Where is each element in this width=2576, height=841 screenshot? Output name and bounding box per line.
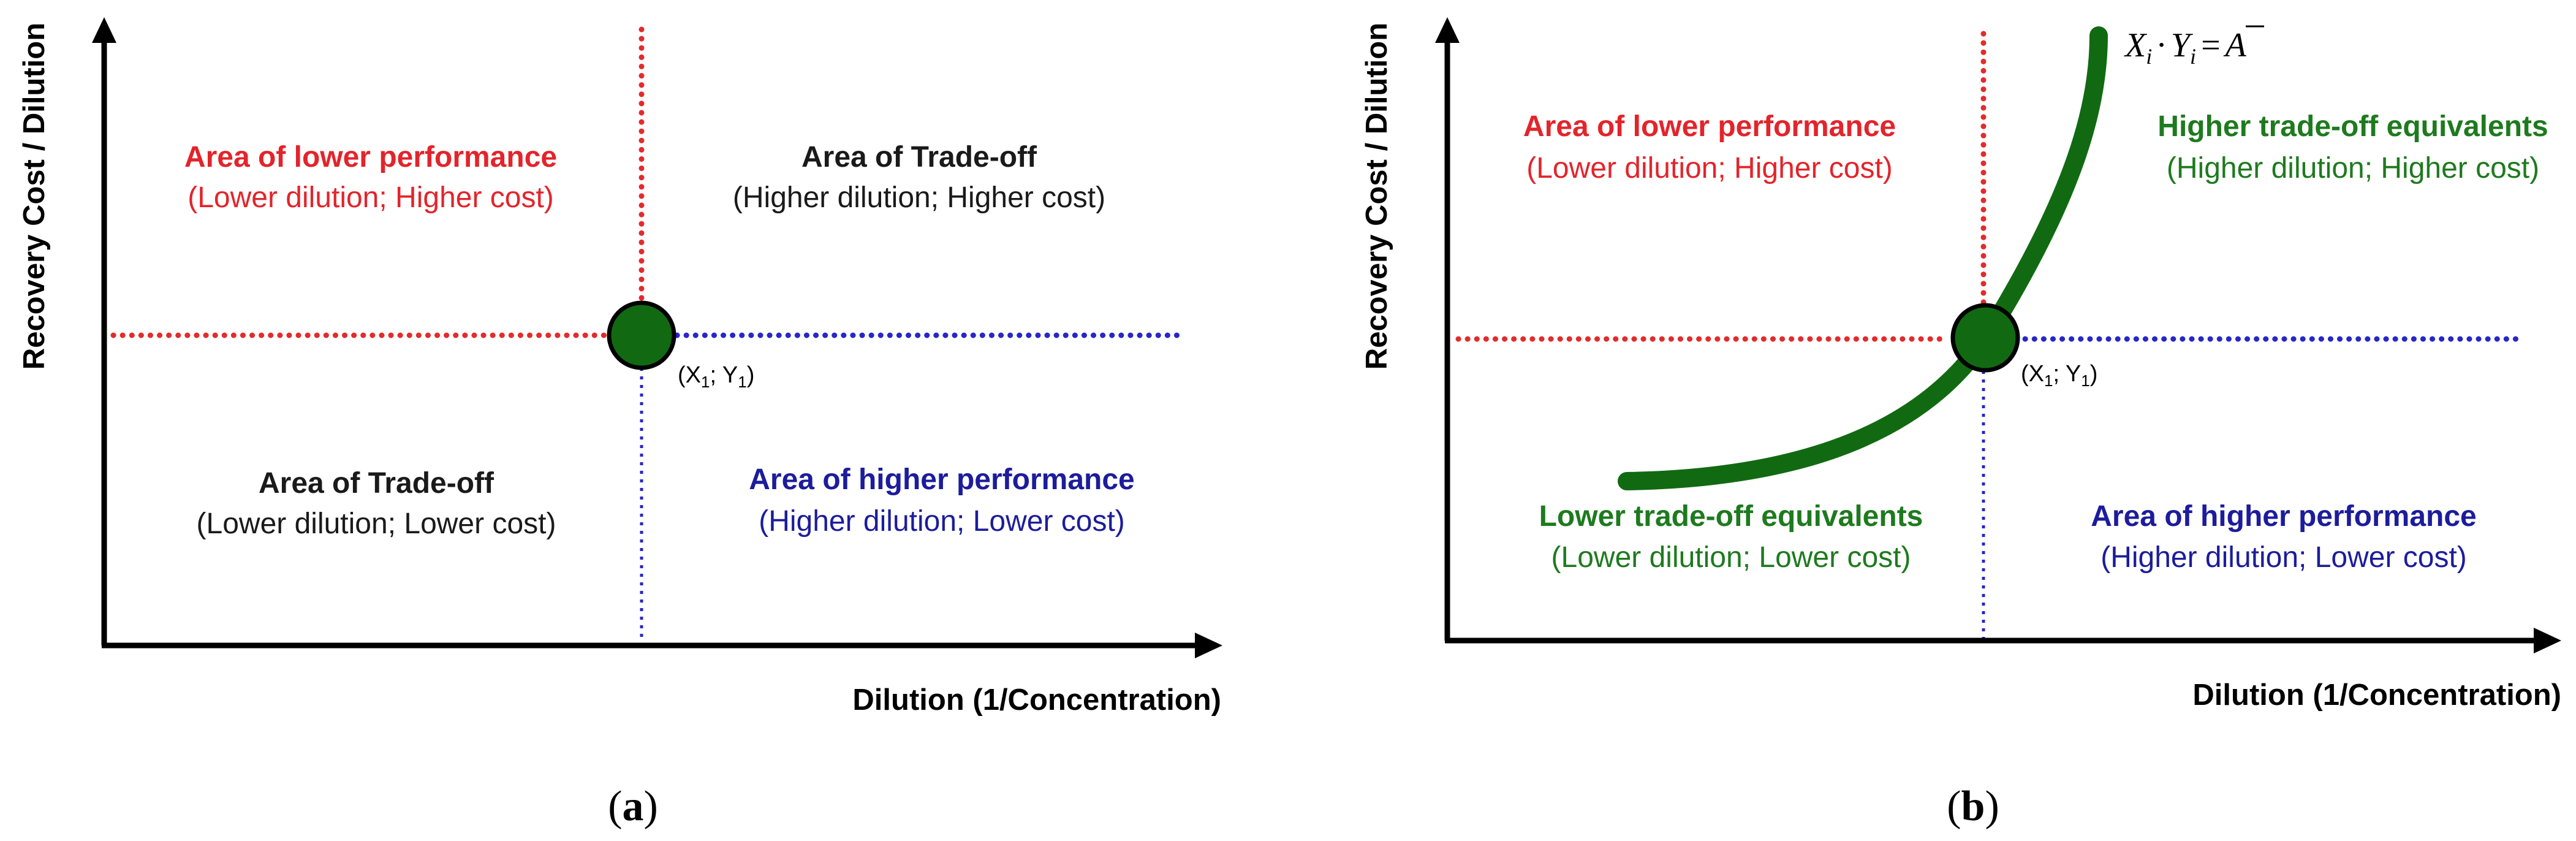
- panel-a: Recovery Cost / Dilution Dilution (1/Con…: [18, 17, 1222, 830]
- y-axis-label: Recovery Cost / Dilution: [1360, 23, 1393, 370]
- tradeoff-equivalents-curve: [1618, 26, 2108, 490]
- x-axis-label: Dilution (1/Concentration): [2192, 679, 2561, 712]
- panel-b-caption: (b): [1947, 783, 1999, 830]
- reference-point-marker: [1950, 303, 2020, 373]
- tradeoff-high-title: Area of Trade-off: [801, 141, 1037, 173]
- panel-a-caption: (a): [608, 783, 658, 830]
- tradeoff-low-title: Area of Trade-off: [259, 467, 494, 500]
- y-axis-arrowhead: [92, 17, 116, 43]
- x-axis-arrowhead: [2534, 628, 2561, 653]
- panel-b: Xi · Yi = A Recovery Cost / Dilution Dilutio…: [1360, 17, 2561, 830]
- tradeoff-high-subtitle: (Higher dilution; Higher cost): [733, 181, 1105, 214]
- y-axis-label: Recovery Cost / Dilution: [18, 23, 51, 370]
- higher-tradeoff-equivalents-title: Higher trade-off equivalents: [2157, 110, 2548, 143]
- tradeoff-low-subtitle: (Lower dilution; Lower cost): [197, 508, 556, 540]
- higher-performance-subtitle: (Higher dilution; Lower cost): [759, 505, 1125, 538]
- reference-point-marker: [607, 300, 676, 370]
- lower-performance-subtitle: (Lower dilution; Higher cost): [188, 181, 554, 214]
- x-axis-label: Dilution (1/Concentration): [852, 683, 1221, 717]
- x-axis-arrowhead: [1195, 633, 1222, 658]
- y-axis-arrowhead: [1435, 17, 1460, 43]
- reference-point-label: (X1; Y1): [2021, 361, 2097, 390]
- lower-performance-title: Area of lower performance: [184, 141, 557, 173]
- iso-curve-equation: Xi · Yi = A: [2124, 26, 2247, 69]
- higher-tradeoff-equivalents-subtitle: (Higher dilution; Higher cost): [2167, 152, 2539, 185]
- higher-performance-title: Area of higher performance: [749, 463, 1134, 496]
- reference-point-label: (X1; Y1): [678, 362, 754, 391]
- higher-performance-title: Area of higher performance: [2091, 500, 2476, 533]
- lower-tradeoff-equivalents-title: Lower trade-off equivalents: [1539, 500, 1923, 533]
- higher-performance-subtitle: (Higher dilution; Lower cost): [2101, 541, 2467, 574]
- lower-performance-title: Area of lower performance: [1523, 110, 1896, 143]
- lower-tradeoff-equivalents-subtitle: (Lower dilution; Lower cost): [1551, 541, 1911, 574]
- lower-performance-subtitle: (Lower dilution; Higher cost): [1526, 152, 1893, 185]
